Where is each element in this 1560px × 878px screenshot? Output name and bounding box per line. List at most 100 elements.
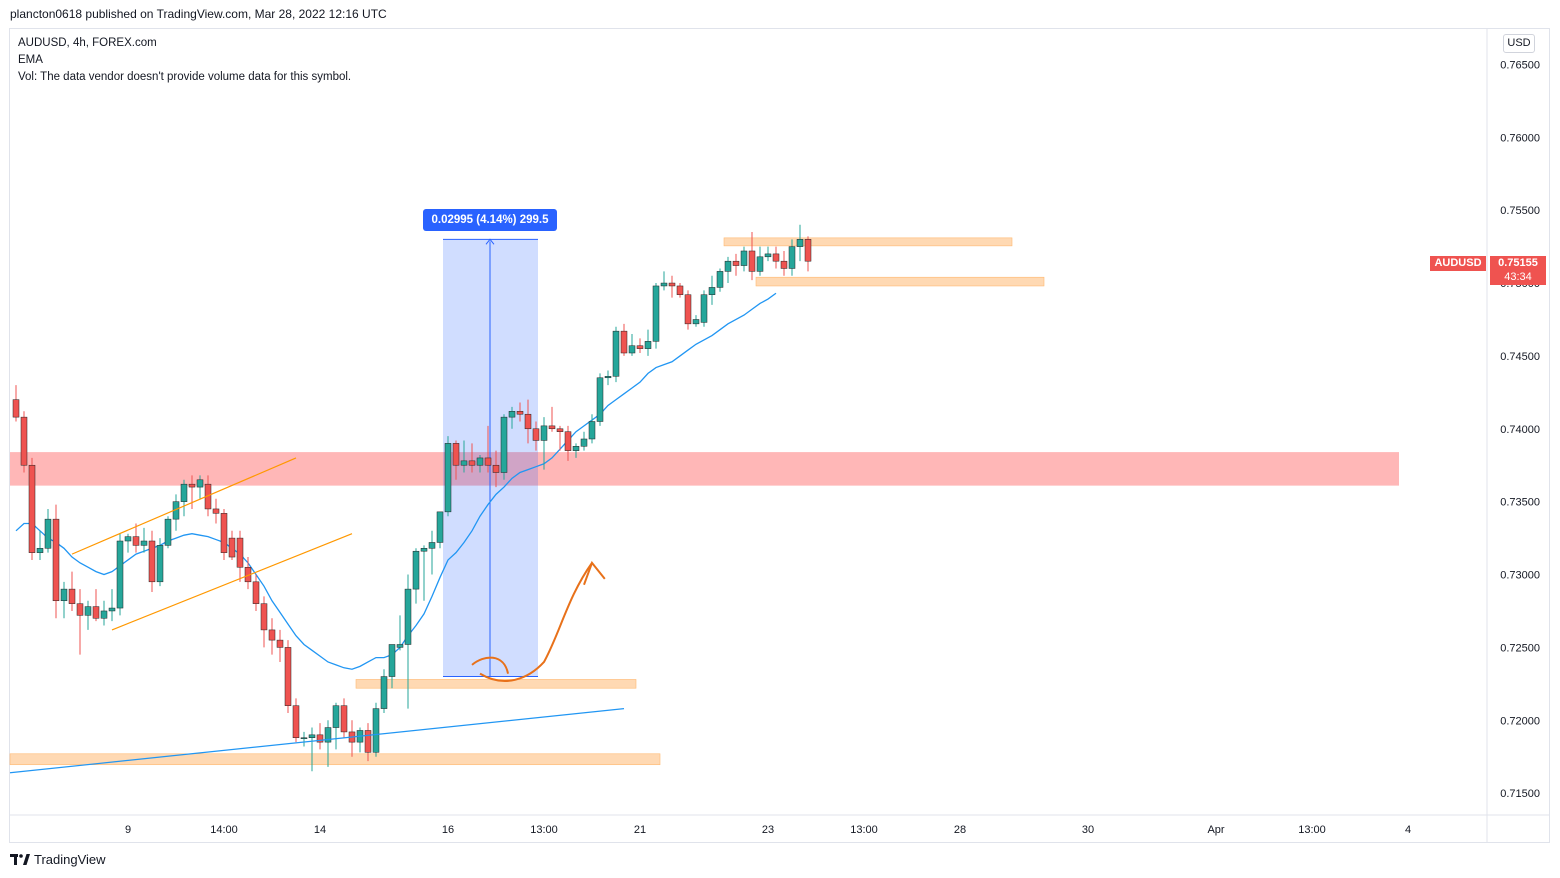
candle bbox=[692, 315, 700, 327]
candle-body bbox=[12, 399, 20, 418]
measure-arrow-head bbox=[485, 238, 495, 245]
candle-body bbox=[84, 606, 92, 616]
candle-body bbox=[44, 518, 52, 549]
candle-body bbox=[124, 536, 132, 542]
drawing-layer bbox=[9, 457, 625, 774]
candle bbox=[260, 596, 268, 648]
candle-body bbox=[220, 513, 228, 553]
candle-body bbox=[68, 588, 76, 604]
tradingview-logo-icon bbox=[10, 853, 30, 865]
chart-frame bbox=[9, 28, 1550, 843]
candle bbox=[628, 334, 636, 356]
candle bbox=[604, 370, 612, 386]
candle-body bbox=[588, 421, 596, 440]
candle-body bbox=[60, 588, 68, 602]
candle bbox=[588, 414, 596, 444]
candle bbox=[196, 475, 204, 499]
candle bbox=[460, 440, 468, 473]
candle-body bbox=[260, 603, 268, 631]
candle bbox=[124, 533, 132, 553]
candle bbox=[276, 629, 284, 662]
candle bbox=[700, 290, 708, 327]
candle bbox=[444, 436, 452, 517]
time-tick-label: 13:00 bbox=[530, 824, 558, 836]
time-tick-label: 13:00 bbox=[1298, 824, 1326, 836]
tradingview-footer[interactable]: TradingView bbox=[10, 852, 106, 867]
candle-body bbox=[324, 727, 332, 743]
currency-button[interactable]: USD bbox=[1503, 34, 1535, 53]
candle-body bbox=[748, 250, 756, 272]
symbol-info[interactable]: AUDUSD, 4h, FOREX.com bbox=[18, 37, 157, 49]
candle bbox=[436, 511, 444, 549]
candle bbox=[340, 698, 348, 738]
candle-body bbox=[212, 508, 220, 514]
candle bbox=[284, 640, 292, 713]
candle bbox=[492, 450, 500, 488]
candle-body bbox=[20, 416, 28, 466]
candle bbox=[764, 246, 772, 262]
candle bbox=[804, 236, 812, 272]
candle-body bbox=[52, 518, 60, 602]
candle bbox=[548, 406, 556, 432]
candle bbox=[556, 425, 564, 451]
publish-attribution: plancton0618 published on TradingView.co… bbox=[10, 7, 387, 21]
candle-body bbox=[620, 330, 628, 354]
support-resistance-zone bbox=[9, 753, 661, 766]
time-axis: 9 14:00 14 16 13:00 21 23 13:00 28 30 Apr 13:00 4 bbox=[125, 824, 1411, 836]
candle bbox=[708, 275, 716, 305]
candle-body bbox=[332, 705, 340, 728]
candle bbox=[788, 239, 796, 276]
candle bbox=[84, 600, 92, 630]
candle bbox=[428, 530, 436, 575]
candle bbox=[484, 425, 492, 473]
candle-body bbox=[636, 345, 644, 349]
channel-upper-line bbox=[71, 457, 297, 555]
projection-arrow-head bbox=[583, 560, 606, 586]
candle bbox=[68, 571, 76, 611]
candle-body bbox=[140, 540, 148, 546]
candle-body bbox=[492, 464, 500, 473]
candle bbox=[612, 326, 620, 383]
candle-body bbox=[404, 588, 412, 645]
candle-body bbox=[564, 431, 572, 451]
price-tick-label: 0.74000 bbox=[1500, 424, 1540, 436]
candle-body bbox=[612, 330, 620, 377]
candle bbox=[108, 589, 116, 622]
candle bbox=[228, 530, 236, 560]
candle bbox=[660, 271, 668, 291]
candle-body bbox=[268, 629, 276, 641]
time-tick-label: 16 bbox=[442, 824, 454, 836]
resistance-zone bbox=[10, 452, 1399, 486]
candle-body bbox=[452, 443, 460, 466]
volume-indicator-label[interactable]: Vol: The data vendor doesn't provide vol… bbox=[18, 71, 352, 83]
candle bbox=[356, 727, 364, 753]
candle bbox=[396, 615, 404, 651]
candle-body bbox=[500, 416, 508, 473]
time-tick-label: Apr bbox=[1207, 824, 1224, 836]
chart-grid bbox=[10, 28, 1550, 843]
candle-body bbox=[116, 540, 124, 609]
candle-body bbox=[284, 647, 292, 706]
candle bbox=[20, 411, 28, 473]
candle bbox=[684, 290, 692, 330]
time-tick-label: 23 bbox=[762, 824, 774, 836]
candle-body bbox=[396, 644, 404, 648]
projection-curve bbox=[479, 562, 593, 682]
candle-body bbox=[388, 644, 396, 677]
price-tick-label: 0.76000 bbox=[1500, 132, 1540, 144]
candle-body bbox=[572, 446, 580, 451]
candle bbox=[60, 581, 68, 619]
candle bbox=[188, 475, 196, 509]
candle bbox=[116, 533, 124, 616]
measure-label[interactable]: 0.02995 (4.14%) 299.5 bbox=[423, 209, 557, 231]
candle-body bbox=[252, 581, 260, 604]
ema-line bbox=[15, 292, 777, 670]
candle bbox=[52, 504, 60, 619]
ema-indicator-label[interactable]: EMA bbox=[18, 54, 43, 66]
candle bbox=[652, 283, 660, 349]
time-tick-label: 14:00 bbox=[210, 824, 238, 836]
candle bbox=[268, 618, 276, 655]
price-tick-label: 0.72000 bbox=[1500, 715, 1540, 727]
candle-body bbox=[108, 607, 116, 612]
